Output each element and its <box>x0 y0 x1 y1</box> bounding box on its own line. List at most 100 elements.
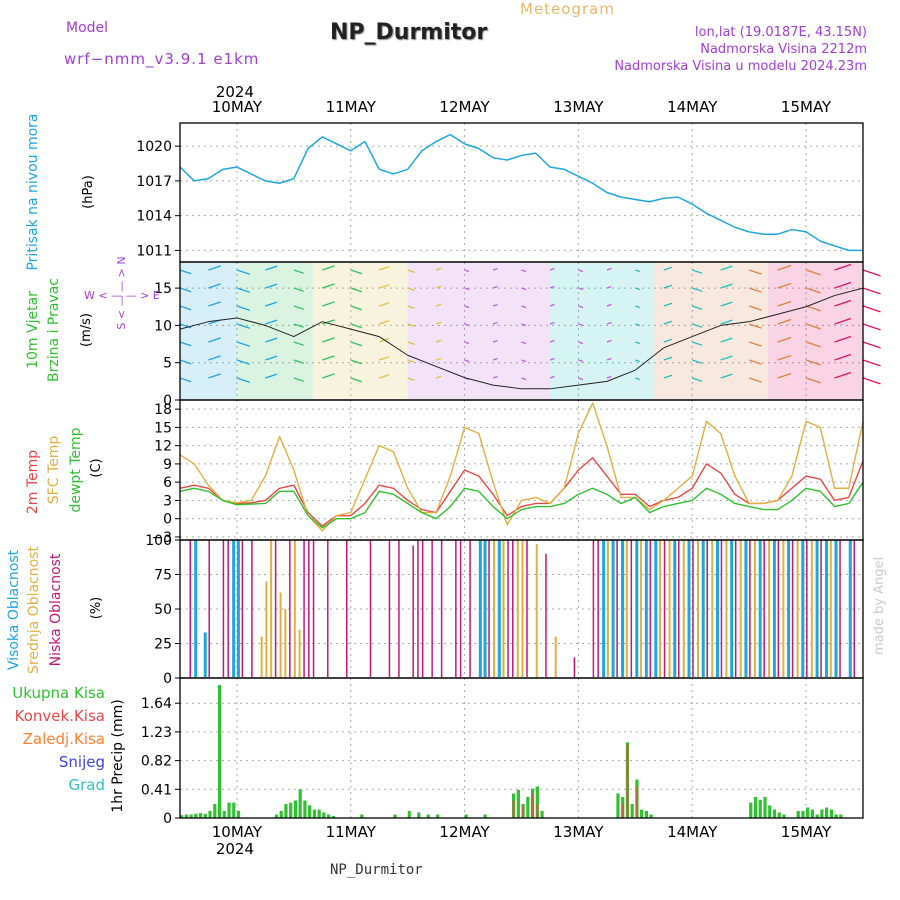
temp-sfc-line <box>179 402 864 532</box>
wind-barb <box>208 283 221 289</box>
wind-barb <box>578 287 584 291</box>
wind-barb-band <box>464 263 550 399</box>
top-day-tick-label: 10MAY <box>212 98 263 116</box>
grid-layer <box>180 123 863 819</box>
wind-barb <box>208 373 221 379</box>
wind-barb <box>492 285 498 289</box>
cloud-bar-low <box>459 540 462 677</box>
top-day-tick-label: 11MAY <box>326 98 377 116</box>
wind-barb <box>236 269 250 275</box>
bottom-day-tick-label: 12MAY <box>439 823 490 841</box>
label-layer: 10MAY 10MAY 11MAY 11MAY 12MAY 12MAY 13MAY 13MAY… <box>6 83 832 858</box>
wind-barb <box>834 353 852 361</box>
wind-barb <box>293 287 304 292</box>
cloud-bar-mid <box>829 540 832 677</box>
cloud-y-tick-label: 25 <box>154 637 172 653</box>
precip-total-bar <box>284 804 288 818</box>
precip-total-bar <box>834 814 838 818</box>
cloud-bar-mid <box>279 592 282 677</box>
cloud-bar-low <box>308 540 310 677</box>
precip-total-bar <box>436 814 440 818</box>
wind-barb <box>322 355 335 361</box>
wind-barb <box>748 341 762 347</box>
wind-barb <box>464 341 470 345</box>
wind-barb <box>549 357 555 361</box>
precip-total-bar <box>184 814 188 818</box>
wind-barb <box>435 375 442 379</box>
wind-barb <box>720 319 733 325</box>
precip-total-bar <box>289 802 293 818</box>
wind-barb-band <box>180 263 237 399</box>
wind-barb <box>549 285 555 289</box>
cloud-bar-low <box>327 540 329 677</box>
cloud-bar-high <box>744 540 748 677</box>
wind-barb <box>208 337 221 343</box>
wind-y-tick-label: 10 <box>154 318 172 334</box>
precip-total-bar <box>293 800 298 818</box>
cloud-bar-mid <box>606 540 609 677</box>
wind-barb <box>834 335 852 343</box>
wind-barb <box>862 269 881 277</box>
wind-barb <box>492 339 498 343</box>
wind-barb <box>435 321 442 325</box>
precip-total-bar <box>203 813 207 818</box>
wind-barb <box>208 301 221 307</box>
wind-barb <box>492 267 498 271</box>
cloud-bar-high <box>635 540 639 677</box>
pressure-y-tick-label: 1017 <box>136 174 172 190</box>
pressure-unit-label: (hPa) <box>81 175 96 209</box>
precip-total-bar <box>317 809 321 818</box>
wind-barb <box>521 341 527 345</box>
temp-dewpt-line <box>179 481 864 529</box>
panel-frame <box>179 122 864 263</box>
precip-total-bar <box>815 814 819 818</box>
page-title: NP_Durmitor <box>330 20 488 45</box>
frame-layer <box>175 122 864 819</box>
wind-barb <box>464 305 470 309</box>
cloud-bar-low <box>791 540 794 677</box>
cloud-bar-mid <box>711 540 714 677</box>
panel-frame <box>179 677 864 819</box>
wind-barb <box>862 287 881 295</box>
cloud-bar-mid <box>521 540 524 677</box>
temp-sfc-label: SFC Temp <box>46 436 62 505</box>
chart-subtitle: Meteogram <box>520 0 615 18</box>
wind-y-tick-label: 15 <box>154 281 172 297</box>
wind-barb <box>663 284 673 289</box>
pressure-line <box>179 133 863 252</box>
cloud-bar-mid <box>782 540 785 677</box>
cloud-bar-mid <box>260 636 263 677</box>
precip-y-tick-label: 1.23 <box>141 725 172 741</box>
cloud-high-label: Visoka Oblacnost <box>6 549 22 670</box>
wind-barb <box>293 341 304 346</box>
wind-barb <box>322 265 335 271</box>
wind-barb <box>179 359 192 365</box>
cloud-bar-low <box>692 540 694 677</box>
wind-barb <box>464 287 470 291</box>
cloud-bar-mid <box>682 540 685 677</box>
wind-sub-label: Brzina i Pravac <box>46 278 62 382</box>
cloud-bar-low <box>806 540 808 677</box>
cloud-bar-low <box>597 540 599 677</box>
wind-barb <box>521 269 527 273</box>
precip-y-tick-label: 1.64 <box>141 696 172 712</box>
wind-barb <box>777 300 792 307</box>
wind-barb <box>322 319 335 325</box>
precip-y-tick-label: 0.41 <box>141 782 172 798</box>
cloud-bar-low <box>303 540 305 677</box>
wind-barb <box>179 377 192 383</box>
cloud-bar-high <box>203 632 207 677</box>
temp-y-tick-label: 18 <box>154 402 172 418</box>
precip-total-bar <box>298 789 302 818</box>
cloud-bar-mid <box>625 540 628 677</box>
wind-barb <box>435 267 442 271</box>
wind-barb <box>350 323 363 329</box>
wind-barb <box>407 359 415 363</box>
bottom-day-tick-label: 13MAY <box>553 823 604 841</box>
cloud-bar-high <box>621 540 625 677</box>
model-elevation: Nadmorska Visina u modelu 2024.23m <box>614 59 867 74</box>
wind-barb <box>606 357 612 361</box>
cloud-bar-low <box>289 540 291 677</box>
wind-barb <box>663 320 673 325</box>
cloud-bar-high <box>194 540 198 677</box>
